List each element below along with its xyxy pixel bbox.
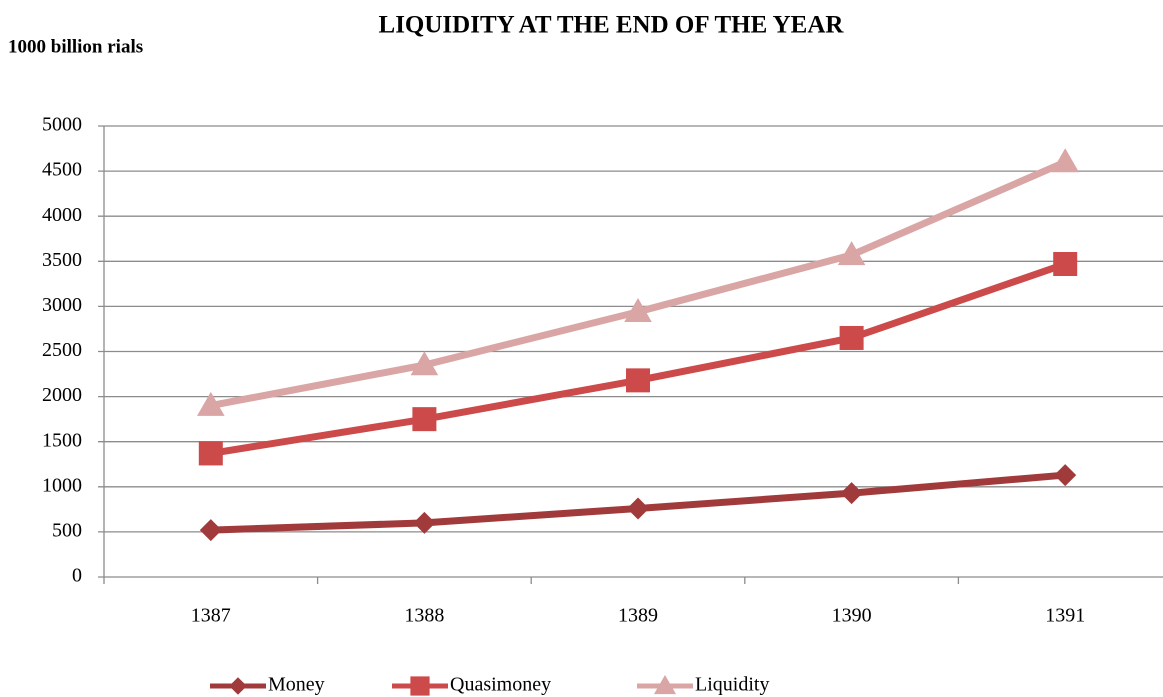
y-tick-label: 2500 [42, 339, 82, 361]
data-point [1054, 464, 1077, 487]
legend-label: Liquidity [695, 674, 769, 696]
data-point [197, 391, 225, 416]
data-point [840, 482, 863, 505]
data-point [627, 497, 649, 520]
data-point [624, 298, 652, 323]
legend-marker [410, 676, 430, 696]
y-tick-label: 5000 [42, 114, 82, 136]
data-point [410, 351, 439, 376]
x-tick-label: 1391 [1045, 605, 1085, 627]
series-line [210, 260, 1067, 457]
y-tick-label: 1500 [42, 429, 82, 451]
x-tick-label: 1390 [832, 605, 872, 627]
y-tick-label: 1000 [42, 474, 82, 496]
legend-label: Quasimoney [450, 674, 551, 696]
data-point [198, 441, 223, 466]
y-axis-label: 1000 billion rials [8, 36, 143, 57]
y-tick-label: 500 [52, 519, 82, 541]
data-point [626, 368, 650, 393]
data-point [413, 511, 436, 534]
data-point [199, 519, 222, 542]
y-tick-label: 4000 [42, 204, 82, 226]
y-tick-label: 4500 [42, 159, 82, 181]
data-point [1053, 252, 1078, 277]
legend-marker [229, 677, 247, 695]
data-point [412, 407, 437, 432]
data-point [1051, 148, 1079, 173]
data-point [839, 325, 864, 350]
x-tick-label: 1389 [618, 605, 658, 627]
chart-title: LIQUIDITY AT THE END OF THE YEAR [379, 12, 845, 39]
y-tick-label: 0 [72, 565, 82, 587]
legend-marker [653, 674, 677, 695]
y-tick-label: 2000 [42, 384, 82, 406]
y-tick-label: 3500 [42, 249, 82, 271]
y-tick-label: 3000 [42, 294, 82, 316]
x-tick-label: 1387 [191, 605, 231, 627]
x-tick-label: 1388 [404, 605, 444, 627]
data-point [837, 241, 866, 266]
legend-label: Money [268, 674, 325, 696]
